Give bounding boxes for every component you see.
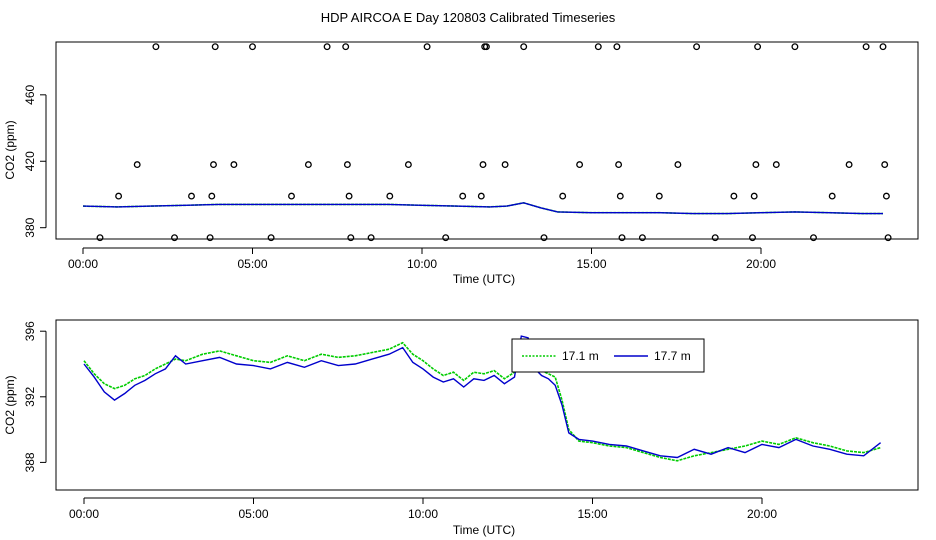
calibration-point (754, 43, 762, 51)
calibration-point (791, 43, 799, 51)
calibration-point (96, 234, 104, 242)
calibration-point (559, 192, 567, 200)
calibration-point (477, 192, 485, 200)
calibration-point (884, 234, 892, 242)
top-panel: 00:00 05:00 10:00 15:00 20:00 380 420 460 Time… (3, 41, 919, 286)
series-line-17-7-m (82, 202, 883, 215)
calibration-point (367, 234, 375, 242)
y-tick-label: 380 (23, 217, 37, 237)
calibration-point (520, 43, 528, 51)
bottom-x-axis-label: Time (UTC) (453, 523, 515, 537)
x-tick-label: 20:00 (747, 507, 777, 521)
calibration-point (208, 192, 216, 200)
calibration-point (810, 234, 817, 242)
calibration-point (752, 161, 760, 169)
calibration-point (638, 234, 646, 242)
calibration-point (828, 192, 836, 200)
top-calibration-points (96, 43, 892, 242)
legend-label-17-1m: 17.1 m (562, 349, 599, 363)
calibration-point (249, 43, 256, 51)
calibration-point (479, 161, 487, 169)
calibration-point (879, 43, 887, 51)
calibration-point (171, 234, 178, 242)
bottom-x-axis: 00:00 05:00 10:00 15:00 20:00 (69, 497, 777, 521)
y-tick-label: 388 (23, 452, 37, 472)
x-tick-label: 05:00 (238, 507, 268, 521)
top-x-axis: 00:00 05:00 10:00 15:00 20:00 (68, 247, 776, 271)
calibration-point (576, 161, 584, 169)
calibration-point (386, 192, 394, 200)
x-tick-label: 00:00 (68, 257, 98, 271)
bottom-y-axis-label: CO2 (ppm) (3, 375, 17, 434)
calibration-point (616, 192, 624, 200)
calibration-point (618, 234, 626, 242)
calibration-point (594, 43, 602, 51)
calibration-point (862, 43, 870, 51)
calibration-point (482, 43, 490, 51)
series-line-17-7-m (83, 335, 882, 459)
calibration-point (345, 192, 353, 200)
x-tick-label: 15:00 (576, 257, 606, 271)
calibration-point (423, 43, 431, 51)
calibration-point (404, 161, 412, 169)
calibration-point (882, 192, 890, 200)
calibration-point (711, 234, 719, 242)
calibration-point (115, 192, 123, 200)
calibration-point (540, 234, 548, 242)
bottom-y-axis: 388 392 396 (23, 321, 47, 472)
calibration-point (613, 43, 621, 51)
calibration-point (288, 192, 295, 200)
calibration-point (674, 161, 682, 169)
calibration-point (152, 43, 160, 51)
figure-title: HDP AIRCOA E Day 120803 Calibrated Times… (321, 10, 616, 25)
calibration-point (323, 43, 331, 51)
calibration-point (211, 43, 219, 51)
calibration-point (304, 161, 312, 169)
top-y-axis: 380 420 460 (23, 84, 47, 238)
x-tick-label: 10:00 (408, 507, 438, 521)
calibration-point (133, 161, 141, 169)
calibration-point (501, 161, 509, 169)
calibration-point (772, 161, 780, 169)
calibration-point (693, 43, 701, 51)
calibration-point (730, 192, 738, 200)
calibration-point (615, 161, 623, 169)
x-tick-label: 10:00 (407, 257, 437, 271)
calibration-point (206, 234, 214, 242)
calibration-point (343, 161, 351, 169)
calibration-point (845, 161, 853, 169)
calibration-point (267, 234, 275, 242)
y-tick-label: 460 (23, 84, 37, 104)
x-tick-label: 00:00 (69, 507, 99, 521)
x-tick-label: 05:00 (237, 257, 267, 271)
calibration-point (442, 234, 450, 242)
calibration-point (188, 192, 195, 200)
calibration-point (749, 234, 756, 242)
series-line-17-1-m (83, 340, 881, 462)
x-tick-label: 20:00 (746, 257, 776, 271)
top-plot-frame (55, 41, 919, 240)
calibration-point (881, 161, 889, 169)
legend: 17.1 m 17.7 m (511, 338, 705, 373)
top-x-axis-label: Time (UTC) (453, 272, 515, 286)
calibration-point (230, 161, 238, 169)
calibration-point (347, 234, 355, 242)
y-tick-label: 392 (23, 386, 37, 406)
x-tick-label: 15:00 (577, 507, 607, 521)
top-y-axis-label: CO2 (ppm) (3, 120, 17, 179)
y-tick-label: 420 (23, 151, 37, 171)
bottom-panel: 00:00 05:00 10:00 15:00 20:00 388 392 396 Time… (3, 319, 919, 537)
legend-label-17-7m: 17.7 m (654, 349, 691, 363)
calibration-point (342, 43, 350, 51)
top-series-lines (82, 201, 883, 215)
y-tick-label: 396 (23, 321, 37, 341)
calibration-point (210, 161, 217, 169)
bottom-series-lines (83, 335, 882, 462)
calibration-point (750, 192, 758, 200)
calibration-point (655, 192, 663, 200)
calibration-point (459, 192, 467, 200)
bottom-plot-frame (55, 319, 919, 491)
